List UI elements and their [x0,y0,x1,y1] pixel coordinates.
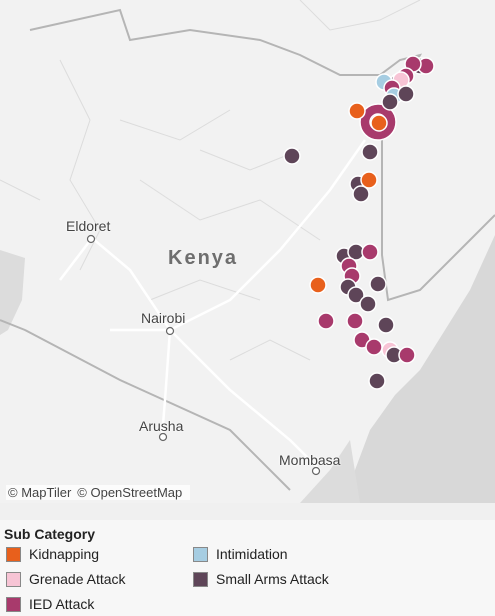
incident-marker[interactable] [346,312,364,330]
incident-marker[interactable] [369,275,387,293]
legend-title: Sub Category [4,526,96,542]
city-dot [311,466,321,476]
incident-marker[interactable] [381,93,399,111]
legend: Sub Category Kidnapping Intimidation Gre… [0,520,495,616]
legend-item-ied-attack[interactable]: IED Attack [6,596,94,612]
incident-marker[interactable] [377,316,395,334]
legend-swatch [6,596,21,612]
map-attribution[interactable]: © MapTiler © OpenStreetMap [6,485,191,500]
indian-ocean-south [300,440,360,503]
incident-marker[interactable] [368,372,386,390]
incident-marker[interactable] [370,114,388,132]
incident-marker[interactable] [348,102,366,120]
legend-swatch [193,546,208,562]
legend-item-kidnapping[interactable]: Kidnapping [6,546,99,562]
legend-swatch [193,571,208,587]
legend-swatch [6,546,21,562]
legend-item-grenade-attack[interactable]: Grenade Attack [6,571,126,587]
incident-marker[interactable] [361,243,379,261]
regional-borders [0,0,421,361]
incident-marker[interactable] [352,185,370,203]
legend-label: Grenade Attack [29,571,126,587]
city-label-arusha: Arusha [139,418,184,434]
map-view[interactable]: Kenya Eldoret Nairobi Arusha Mombasa © M… [0,0,495,503]
city-label-mombasa: Mombasa [279,452,341,468]
incident-marker[interactable] [309,276,327,294]
incident-marker[interactable] [359,295,377,313]
lake-victoria [0,250,25,335]
roads [59,139,367,471]
city-dot [165,326,175,336]
incident-marker[interactable] [365,338,383,356]
openstreetmap-attribution[interactable]: © OpenStreetMap [77,485,183,500]
legend-item-small-arms-attack[interactable]: Small Arms Attack [193,571,329,587]
legend-label: Intimidation [216,546,288,562]
city-dot [158,432,168,442]
legend-label: IED Attack [29,596,95,612]
incident-marker[interactable] [360,171,378,189]
incident-marker[interactable] [361,143,379,161]
incident-marker[interactable] [398,346,416,364]
city-dot [86,234,96,244]
maptiler-attribution[interactable]: © MapTiler [8,485,72,500]
city-label-nairobi: Nairobi [141,310,186,326]
legend-label: Small Arms Attack [216,571,329,587]
incident-marker[interactable] [317,312,335,330]
country-label-kenya: Kenya [168,247,239,269]
map-canvas[interactable] [0,0,495,503]
incident-marker[interactable] [283,147,301,165]
indian-ocean [345,235,495,503]
legend-item-intimidation[interactable]: Intimidation [193,546,288,562]
kenya-border [0,8,495,491]
city-label-eldoret: Eldoret [66,218,111,234]
incident-marker[interactable] [397,85,415,103]
incident-marker[interactable] [347,286,365,304]
legend-label: Kidnapping [29,546,100,562]
legend-swatch [6,571,21,587]
